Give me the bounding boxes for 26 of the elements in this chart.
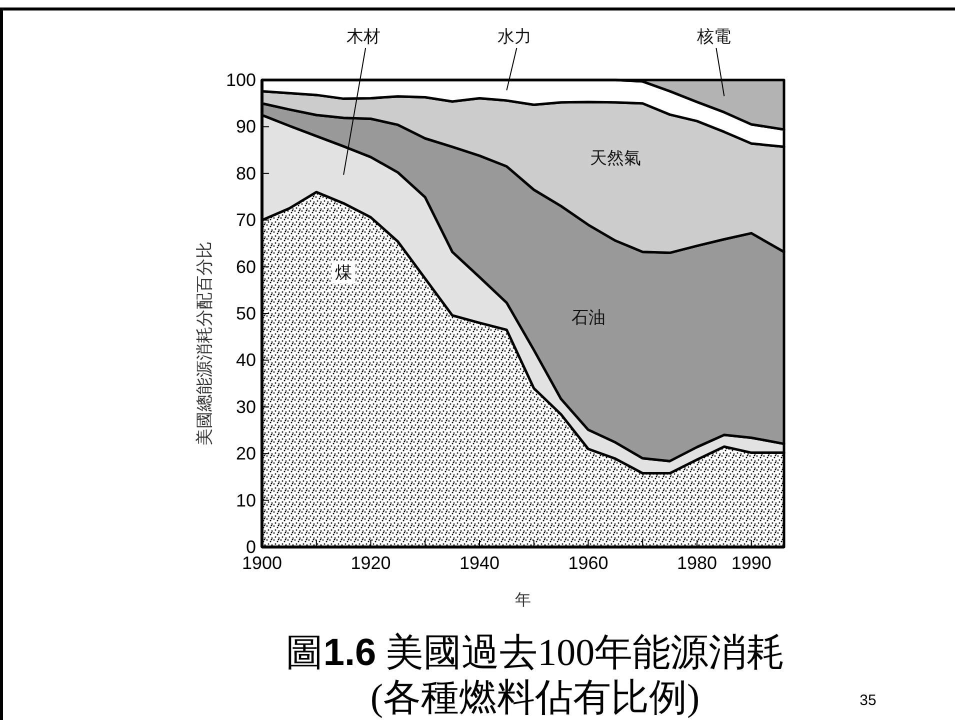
x-tick-label: 1940 (459, 553, 500, 573)
series-label: 煤 (335, 263, 352, 284)
y-tick-label: 80 (236, 163, 256, 184)
y-tick-label: 40 (236, 350, 256, 370)
series-label: 天然氣 (590, 148, 641, 169)
x-tick-label: 1990 (731, 553, 772, 573)
y-tick-label: 50 (236, 304, 256, 324)
series-label: 水力 (498, 27, 532, 47)
x-tick-label: 1980 (676, 553, 718, 573)
y-tick-label: 20 (236, 444, 256, 464)
x-tick-label: 1920 (350, 553, 391, 573)
y-tick-label: 60 (236, 256, 256, 277)
x-tick-label: 1960 (568, 553, 608, 573)
series-label: 石油 (571, 308, 606, 328)
x-axis-title: 年 (515, 590, 531, 609)
text: 木材 (346, 27, 381, 47)
y-tick-label: 10 (236, 490, 256, 510)
y-tick-label: 70 (236, 210, 256, 230)
text: 圖1.6 美國過去100年能源消耗 (285, 632, 785, 674)
text: (各種燃料佔有比例) (370, 677, 700, 719)
y-axis-title: 美國總能源消耗分配百分比 (195, 242, 215, 446)
y-tick-label: 90 (236, 116, 256, 137)
y-tick-label: 100 (226, 70, 256, 90)
series-label: 核電 (696, 27, 732, 47)
y-tick-label: 30 (236, 396, 256, 417)
text: 35 (860, 692, 876, 709)
